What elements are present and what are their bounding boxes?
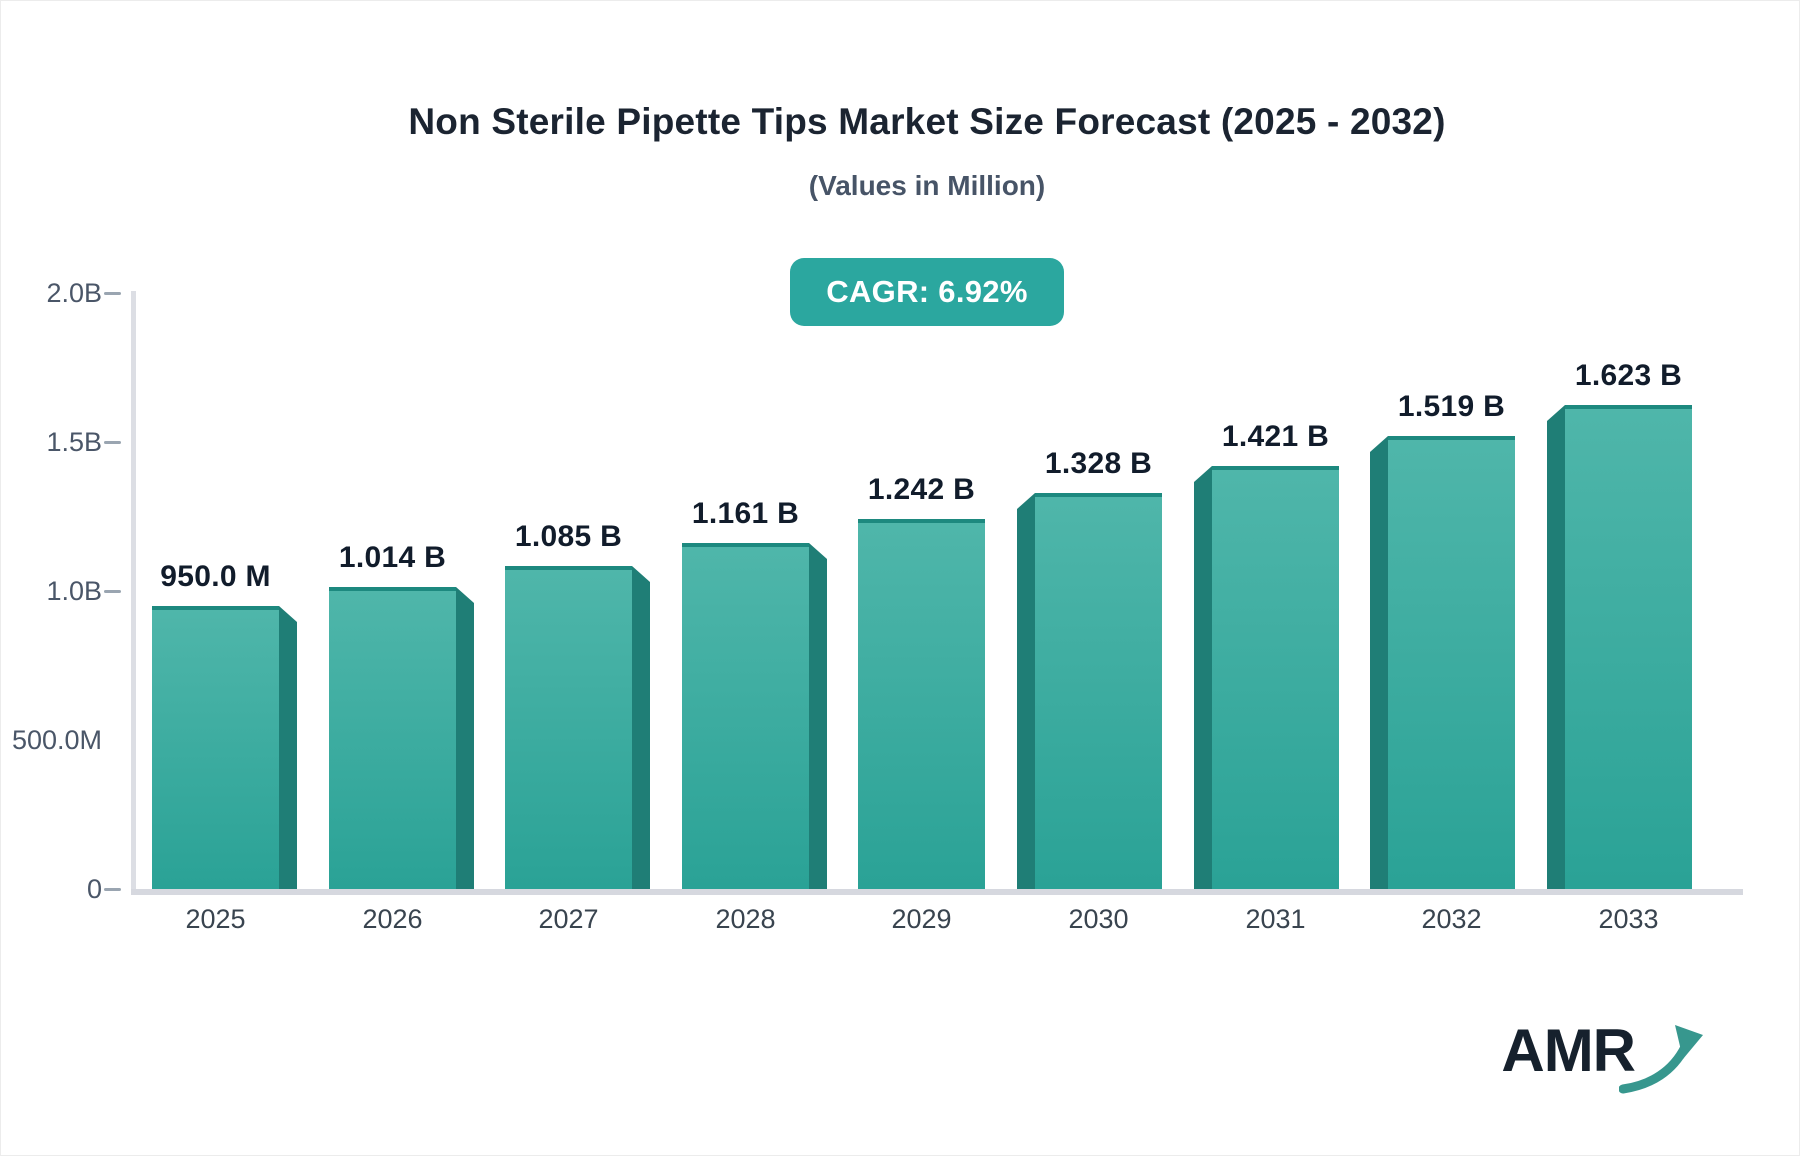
y-tick-mark	[104, 888, 121, 891]
growth-arrow-icon	[1619, 1025, 1703, 1094]
amr-logo: AMR	[1501, 1019, 1707, 1097]
y-tick-mark	[104, 292, 121, 295]
bar-value-label: 1.421 B	[1221, 420, 1330, 453]
bar-value-label: 1.085 B	[514, 520, 623, 553]
amr-logo-text: AMR	[1501, 1017, 1636, 1084]
bar-2029	[858, 519, 985, 889]
bar-2032-side	[1370, 436, 1388, 889]
bar-2030-side	[1017, 493, 1035, 889]
bar-2025-side	[279, 606, 297, 889]
bar-value-label: 1.242 B	[867, 473, 976, 506]
bar-value-label: 1.014 B	[338, 541, 447, 574]
y-tick-mark	[104, 441, 121, 444]
x-axis-line	[131, 889, 1743, 895]
x-axis-label-2030: 2030	[1068, 904, 1129, 934]
y-tick-label: 0	[86, 874, 102, 904]
bar-2025	[152, 606, 279, 889]
bar-value-label: 1.161 B	[691, 497, 800, 530]
x-axis-label-2032: 2032	[1421, 904, 1482, 934]
bar-value-label: 1.519 B	[1397, 390, 1506, 423]
x-axis-label-2028: 2028	[715, 904, 776, 934]
cagr-badge: CAGR: 6.92%	[790, 258, 1064, 326]
bar-2027-side	[632, 566, 650, 889]
chart-title: Non Sterile Pipette Tips Market Size For…	[408, 101, 1446, 142]
chart-subtitle: (Values in Million)	[808, 170, 1046, 201]
y-tick-label: 500.0M	[11, 725, 102, 755]
bar-value-label: 1.328 B	[1044, 447, 1153, 480]
bar-2026-side	[456, 587, 474, 889]
bar-value-label: 1.623 B	[1574, 359, 1683, 392]
bar-value-label: 950.0 M	[160, 560, 271, 593]
x-axis-label-2027: 2027	[538, 904, 599, 934]
bar-2028	[682, 543, 809, 889]
bar-2026	[329, 587, 456, 889]
y-tick-label: 1.0B	[46, 576, 102, 606]
bar-2027	[505, 566, 632, 889]
bar-2031	[1212, 466, 1339, 889]
x-axis-label-2029: 2029	[891, 904, 952, 934]
bar-2032	[1388, 436, 1515, 889]
bar-2033-side	[1547, 405, 1565, 889]
bar-2033	[1565, 405, 1692, 889]
y-tick-mark	[104, 590, 121, 593]
bar-2030	[1035, 493, 1162, 889]
x-axis-label-2026: 2026	[362, 904, 423, 934]
x-axis-label-2025: 2025	[185, 904, 246, 934]
bar-2031-side	[1194, 466, 1212, 889]
y-axis-line	[131, 291, 136, 895]
x-axis-label-2031: 2031	[1245, 904, 1306, 934]
y-tick-label: 2.0B	[46, 278, 102, 308]
y-tick-label: 1.5B	[46, 427, 102, 457]
bar-2028-side	[809, 543, 827, 889]
x-axis-label-2033: 2033	[1598, 904, 1659, 934]
